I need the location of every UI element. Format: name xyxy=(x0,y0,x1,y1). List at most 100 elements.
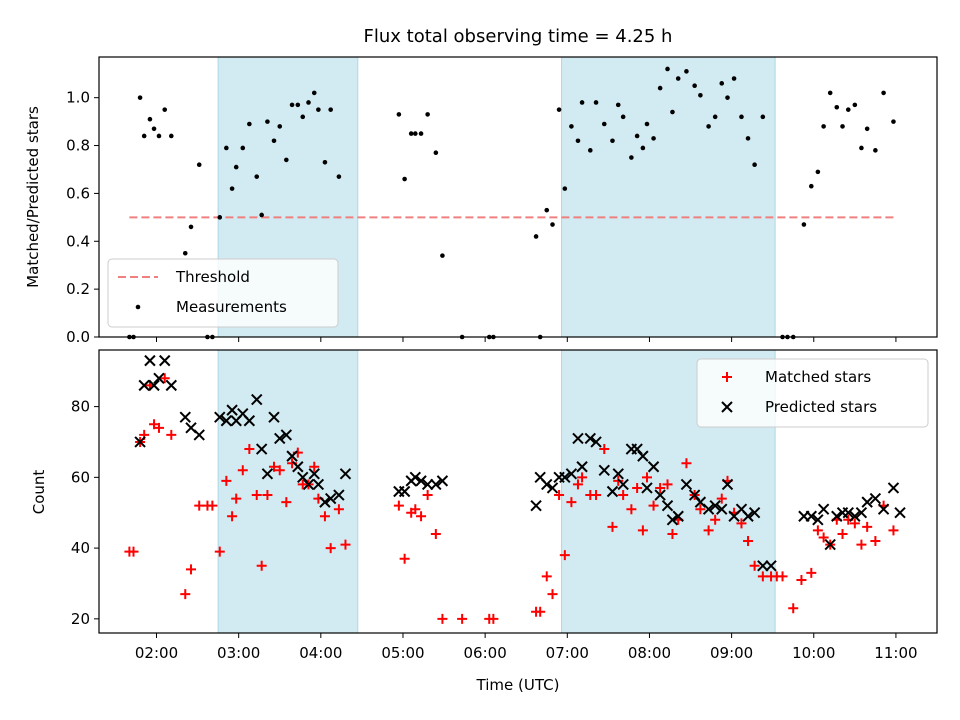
y-tick-label: 1.0 xyxy=(66,89,90,107)
data-point xyxy=(180,412,190,422)
data-point xyxy=(431,529,441,539)
data-point xyxy=(142,134,147,139)
data-point xyxy=(813,525,823,535)
x-axis: 02:00 03:00 04:00 05:00 06:00 07:00 08:00 09:00… xyxy=(135,633,918,662)
data-point xyxy=(544,208,549,213)
data-point xyxy=(180,589,190,599)
chart: Flux total observing time = 4.25 h 0.00.… xyxy=(0,0,960,720)
x-tick-label: 03:00 xyxy=(217,644,260,662)
data-point xyxy=(602,122,607,127)
y-tick-label: 0.0 xyxy=(66,328,90,346)
data-point xyxy=(802,222,807,227)
data-point xyxy=(160,356,170,366)
data-point xyxy=(152,126,157,131)
y-tick-label: 80 xyxy=(71,398,90,416)
data-point xyxy=(645,122,650,127)
data-point xyxy=(306,100,311,105)
x-tick-label: 05:00 xyxy=(381,644,424,662)
data-point xyxy=(665,67,670,72)
data-point xyxy=(859,146,864,151)
data-point xyxy=(548,589,558,599)
data-point xyxy=(739,115,744,120)
data-point xyxy=(300,115,305,120)
data-point xyxy=(138,95,143,100)
data-point xyxy=(621,115,626,120)
data-point xyxy=(846,107,851,112)
y-tick-label: 60 xyxy=(71,468,90,486)
data-point xyxy=(873,148,878,153)
data-point xyxy=(651,136,656,141)
data-point xyxy=(725,95,730,100)
data-point xyxy=(670,110,675,115)
data-point xyxy=(761,115,766,120)
data-point xyxy=(816,170,821,175)
data-point xyxy=(217,215,222,220)
data-point xyxy=(629,155,634,160)
data-point xyxy=(437,614,447,624)
y-tick-label: 0.4 xyxy=(66,232,90,250)
x-axis-label: Time (UTC) xyxy=(476,676,560,694)
data-point xyxy=(698,93,703,98)
x-tick-label: 04:00 xyxy=(299,644,342,662)
data-point xyxy=(234,165,239,170)
data-point xyxy=(224,146,229,151)
data-point xyxy=(337,174,342,179)
data-point xyxy=(183,251,188,256)
legend: Matched stars Predicted stars xyxy=(697,359,928,427)
legend-label: Predicted stars xyxy=(765,398,877,416)
data-point xyxy=(402,177,407,182)
x-tick-label: 06:00 xyxy=(464,644,507,662)
data-point xyxy=(580,100,585,105)
data-point xyxy=(166,380,176,390)
shaded-interval xyxy=(562,57,776,337)
y-axis-label: Matched/Predicted stars xyxy=(24,106,42,288)
data-point xyxy=(531,501,541,511)
data-point xyxy=(635,134,640,139)
data-point xyxy=(853,103,858,108)
x-tick-label: 02:00 xyxy=(135,644,178,662)
data-point xyxy=(457,614,467,624)
data-point xyxy=(788,603,798,613)
data-point xyxy=(838,529,848,539)
data-point xyxy=(888,483,898,493)
data-point xyxy=(400,487,410,497)
data-point xyxy=(247,122,252,127)
y-axis-label: Count xyxy=(30,470,48,515)
data-point xyxy=(542,571,552,581)
data-point xyxy=(277,124,282,129)
data-point xyxy=(397,112,402,117)
data-point xyxy=(265,119,270,124)
data-point xyxy=(440,253,445,258)
y-tick-label: 20 xyxy=(71,610,90,628)
data-point xyxy=(588,148,593,153)
data-point xyxy=(881,91,886,96)
data-point xyxy=(423,490,433,500)
data-point xyxy=(413,131,418,136)
data-point xyxy=(865,126,870,131)
data-point xyxy=(230,186,235,191)
data-point xyxy=(692,83,697,88)
data-point xyxy=(534,234,539,239)
data-point xyxy=(684,69,689,74)
legend: ThresholdMeasurements xyxy=(108,259,338,327)
data-point xyxy=(658,86,663,91)
data-point xyxy=(240,146,245,151)
data-point xyxy=(819,504,829,514)
data-point xyxy=(870,536,880,546)
data-point xyxy=(778,571,788,581)
x-tick-label: 10:00 xyxy=(792,644,835,662)
data-point xyxy=(809,184,814,189)
data-point xyxy=(806,568,816,578)
data-point xyxy=(834,105,839,110)
shaded-interval xyxy=(218,350,358,633)
data-point xyxy=(296,103,301,108)
data-point xyxy=(862,522,872,532)
data-point xyxy=(550,222,555,227)
data-point xyxy=(400,554,410,564)
x-tick-label: 08:00 xyxy=(628,644,671,662)
data-point xyxy=(563,186,568,191)
panel-ratio: 0.00.20.40.60.81.0 Matched/Predicted sta… xyxy=(24,57,937,346)
data-point xyxy=(434,150,439,155)
data-point xyxy=(752,162,757,167)
